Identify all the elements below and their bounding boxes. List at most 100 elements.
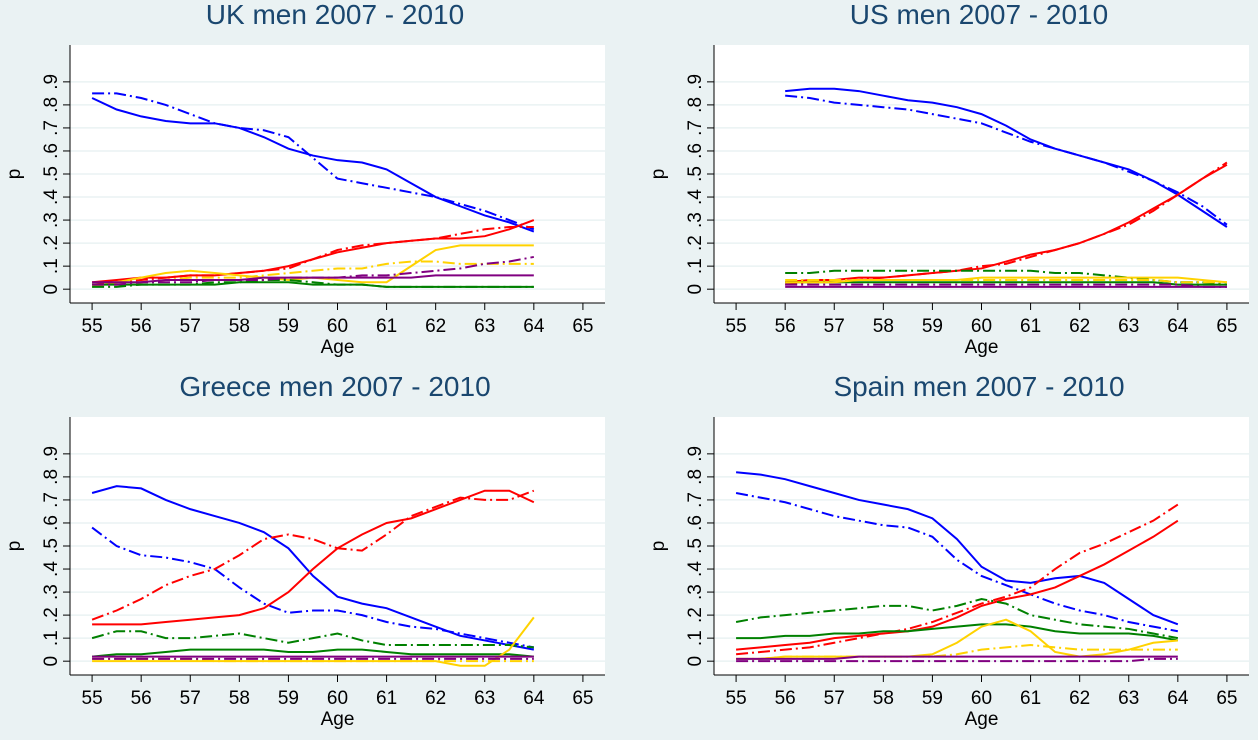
x-tick-label: 65 (1216, 316, 1237, 337)
y-tick-label: .8 (685, 97, 706, 113)
y-tick-label: .8 (41, 469, 62, 485)
y-tick-label: .6 (41, 143, 62, 159)
series-line (735, 597, 1179, 640)
panel: UK men 2007 - 2010 0 .1 .2 .3 .4 .5 .6 .7 .8 .9 55 5… (4, 0, 605, 358)
y-axis-label: p (4, 169, 25, 180)
panel: Spain men 2007 - 2010 0 .1 .2 .3 .4 .5 .6 .7 .8 .9… (648, 371, 1249, 730)
x-tick-label: 56 (775, 316, 796, 337)
series-line (785, 283, 1227, 288)
series-line (735, 519, 1179, 651)
series-line (91, 526, 535, 649)
series-line (91, 225, 534, 286)
x-tick-label: 62 (425, 316, 446, 337)
y-tick-label: .1 (685, 630, 706, 646)
x-tick-label: 62 (425, 688, 446, 709)
x-tick-label: 56 (131, 688, 152, 709)
x-tick-label: 57 (824, 316, 845, 337)
x-tick-label: 61 (1020, 316, 1041, 337)
y-tick-label: .9 (41, 74, 62, 90)
series-line (91, 489, 535, 621)
series-line (736, 655, 1178, 660)
y-tick-label: .3 (685, 584, 706, 600)
y-tick-label: .3 (41, 212, 62, 228)
series-line (735, 471, 1179, 626)
panel: Greece men 2007 - 2010 0 .1 .2 .3 .4 .5 .6 .7 .8.… (4, 371, 605, 730)
y-tick-label: .9 (685, 74, 706, 90)
x-tick-label: 58 (873, 316, 894, 337)
series-line (785, 281, 1227, 286)
x-tick-label: 59 (922, 688, 943, 709)
x-tick-label: 58 (229, 316, 250, 337)
y-tick-label: 0 (41, 284, 62, 295)
y-tick-label: 0 (41, 656, 62, 667)
x-tick-label: 55 (726, 688, 747, 709)
x-axis-label: Age (321, 709, 355, 730)
series-line (91, 485, 535, 651)
y-tick-label: .6 (41, 515, 62, 531)
y-tick-label: .9 (685, 446, 706, 462)
y-tick-label: .1 (41, 258, 62, 274)
series-line (785, 163, 1228, 284)
x-tick-label: 59 (278, 688, 299, 709)
panel: US men 2007 - 2010 0 .1 .2 .3 .4 .5 .6 .7 .8 .9 55 5… (648, 0, 1249, 358)
x-tick-label: 60 (327, 316, 348, 337)
x-tick-label: 60 (971, 688, 992, 709)
series-line (736, 644, 1178, 660)
series-line (735, 503, 1179, 656)
y-tick-label: 0 (685, 656, 706, 667)
y-tick-label: .4 (41, 561, 62, 577)
x-tick-label: 63 (474, 316, 495, 337)
x-tick-label: 60 (327, 688, 348, 709)
y-tick-label: .3 (41, 584, 62, 600)
x-tick-label: 64 (523, 688, 545, 709)
chart-title: UK men 2007 - 2010 (206, 0, 464, 30)
series-line (91, 648, 534, 658)
series-line (735, 492, 1179, 633)
y-tick-label: .4 (685, 561, 706, 577)
x-tick-label: 61 (1020, 688, 1041, 709)
y-axis-label: p (648, 169, 669, 180)
y-tick-label: .2 (41, 235, 62, 251)
y-tick-label: .2 (685, 235, 706, 251)
y-tick-label: .9 (41, 446, 62, 462)
x-tick-label: 55 (82, 688, 103, 709)
y-tick-label: .1 (685, 258, 706, 274)
x-tick-label: 55 (726, 316, 747, 337)
series-line (785, 278, 1227, 284)
x-tick-label: 64 (1167, 688, 1189, 709)
x-tick-label: 63 (1118, 688, 1139, 709)
x-tick-label: 63 (1118, 316, 1139, 337)
series-line (92, 255, 535, 286)
x-tick-label: 58 (229, 688, 250, 709)
x-tick-label: 58 (873, 688, 894, 709)
x-tick-label: 55 (82, 316, 103, 337)
y-tick-label: .5 (41, 538, 62, 554)
x-tick-label: 64 (523, 316, 545, 337)
y-tick-label: .5 (685, 166, 706, 182)
series-line (91, 97, 535, 233)
x-tick-label: 56 (131, 316, 152, 337)
x-tick-label: 65 (572, 316, 593, 337)
y-tick-label: .5 (41, 166, 62, 182)
y-tick-label: .7 (41, 120, 62, 136)
y-tick-label: .5 (685, 538, 706, 554)
y-tick-label: .7 (685, 120, 706, 136)
x-tick-label: 61 (376, 316, 397, 337)
chart-title: Greece men 2007 - 2010 (179, 371, 490, 402)
x-tick-label: 60 (971, 316, 992, 337)
x-tick-label: 65 (1216, 688, 1237, 709)
series-line (736, 657, 1178, 663)
x-tick-label: 59 (922, 316, 943, 337)
x-tick-label: 56 (775, 688, 796, 709)
x-tick-label: 57 (180, 688, 201, 709)
series-line (92, 489, 535, 626)
x-tick-label: 65 (572, 688, 593, 709)
y-tick-label: .3 (685, 212, 706, 228)
x-tick-label: 64 (1167, 316, 1189, 337)
x-axis-label: Age (965, 709, 999, 730)
chart-title: US men 2007 - 2010 (850, 0, 1108, 30)
y-tick-label: .4 (41, 189, 62, 205)
y-axis-label: p (648, 541, 669, 552)
y-tick-label: 0 (685, 284, 706, 295)
